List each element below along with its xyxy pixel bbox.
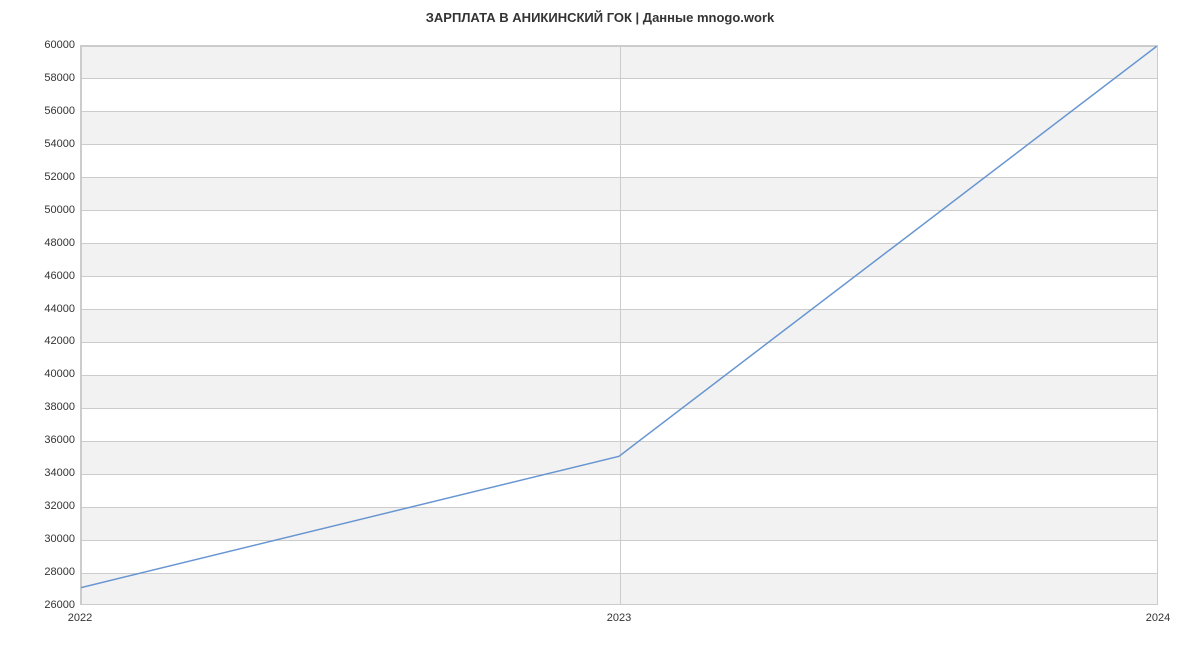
- xtick-label: 2023: [607, 612, 631, 624]
- xtick-label: 2024: [1146, 612, 1170, 624]
- plot-area: [80, 45, 1158, 605]
- ytick-label: 28000: [25, 566, 75, 578]
- ytick-label: 48000: [25, 237, 75, 249]
- ytick-label: 32000: [25, 500, 75, 512]
- xtick-label: 2022: [68, 612, 92, 624]
- ytick-label: 56000: [25, 105, 75, 117]
- ytick-label: 50000: [25, 204, 75, 216]
- ytick-label: 34000: [25, 467, 75, 479]
- chart-title: ЗАРПЛАТА В АНИКИНСКИЙ ГОК | Данные mnogo…: [0, 10, 1200, 25]
- ytick-label: 60000: [25, 39, 75, 51]
- ytick-label: 26000: [25, 599, 75, 611]
- ytick-label: 38000: [25, 401, 75, 413]
- ytick-label: 40000: [25, 368, 75, 380]
- ytick-label: 44000: [25, 303, 75, 315]
- ytick-label: 30000: [25, 533, 75, 545]
- ytick-label: 42000: [25, 335, 75, 347]
- ytick-label: 36000: [25, 434, 75, 446]
- line-layer: [81, 46, 1157, 604]
- ytick-label: 46000: [25, 270, 75, 282]
- ytick-label: 58000: [25, 72, 75, 84]
- ytick-label: 54000: [25, 138, 75, 150]
- ytick-label: 52000: [25, 171, 75, 183]
- series-line: [81, 46, 1157, 588]
